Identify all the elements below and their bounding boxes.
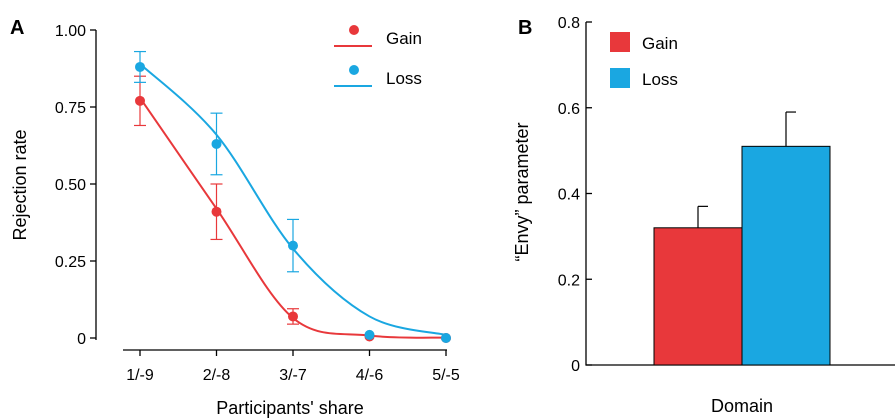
panel-b-y-axis-title: “Envy” parameter — [512, 122, 532, 261]
panel-a-y-tick-label: 0.25 — [55, 254, 86, 271]
panel-b-legend: Gain Loss — [610, 32, 678, 89]
panel-a-x-tick-label: 1/-9 — [126, 367, 154, 384]
panel-b-chart: 0 0.2 0.4 0.6 0.8 “Envy” parameter Domain Ga… — [512, 15, 895, 416]
panel-b-bar-gain — [653, 227, 743, 366]
panel-a-point-loss — [211, 138, 222, 149]
panel-a-error-bars — [134, 50, 299, 325]
panel-b-y-tick-label: 0.4 — [558, 187, 580, 204]
panel-a-x-axis-title: Participants' share — [216, 398, 364, 418]
panel-b-bars — [653, 145, 831, 366]
panel-b-legend-label-gain: Gain — [642, 34, 678, 53]
panel-b-y-ticks: 0 0.2 0.4 0.6 0.8 — [558, 15, 592, 375]
panel-a-fit-line-gain — [139, 97, 447, 339]
panel-a-chart: 0 0.25 0.50 0.75 1.00 1/-9 2/-8 3/-7 4/-6 5/-5 R… — [10, 23, 460, 418]
panel-a-legend-marker-gain — [349, 25, 359, 35]
panel-b-label: B — [518, 17, 532, 39]
panel-a-point-gain — [211, 206, 222, 217]
panel-a-fit-lines — [139, 63, 447, 339]
panel-a-legend-label-loss: Loss — [386, 69, 422, 88]
panel-a-label: A — [10, 17, 24, 39]
panel-a-point-gain — [288, 311, 298, 322]
panel-a-y-ticks: 0 0.25 0.50 0.75 1.00 — [55, 23, 96, 348]
panel-a-point-loss — [364, 329, 375, 340]
panel-b-bar-loss — [741, 145, 831, 366]
panel-b-y-tick-label: 0.8 — [558, 15, 580, 32]
panel-a-x-tick-label: 2/-8 — [203, 367, 231, 384]
panel-a-point-loss — [441, 333, 451, 343]
panel-a-legend: Gain Loss — [334, 25, 422, 88]
panel-b-legend-swatch-gain — [610, 32, 630, 52]
panel-a-point-loss — [135, 61, 145, 72]
panel-a-y-tick-label: 0.50 — [55, 177, 86, 194]
panel-a-point-loss — [288, 240, 298, 251]
panel-a-points — [135, 61, 451, 343]
panel-a-y-tick-label: 0 — [77, 331, 86, 348]
panel-a-y-tick-label: 0.75 — [55, 100, 86, 117]
panel-b-y-tick-label: 0 — [571, 358, 580, 375]
panel-a-y-axis-title: Rejection rate — [10, 129, 30, 240]
panel-a-x-tick-label: 5/-5 — [432, 367, 460, 384]
panel-b-legend-swatch-loss — [610, 68, 630, 88]
panel-a-point-gain — [135, 95, 145, 106]
panel-b-y-tick-label: 0.6 — [558, 101, 580, 118]
panel-a-x-tick-label: 3/-7 — [279, 367, 307, 384]
panel-b-x-axis-title: Domain — [711, 396, 773, 416]
panel-b-error-bars — [697, 111, 796, 228]
panel-a-legend-marker-loss — [349, 65, 359, 75]
panel-b-legend-label-loss: Loss — [642, 70, 678, 89]
panel-a-y-tick-label: 1.00 — [55, 23, 86, 40]
panel-a-x-tick-label: 4/-6 — [356, 367, 384, 384]
panel-a-x-ticks: 1/-9 2/-8 3/-7 4/-6 5/-5 — [126, 350, 460, 384]
panel-a-fit-line-loss — [139, 63, 447, 336]
panel-b-y-tick-label: 0.2 — [558, 272, 580, 289]
panel-a-legend-label-gain: Gain — [386, 29, 422, 48]
